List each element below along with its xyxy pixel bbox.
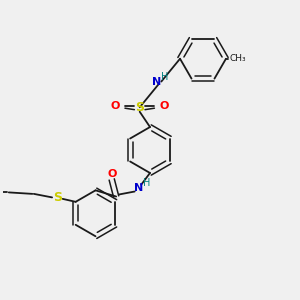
Text: H: H <box>161 71 169 82</box>
Text: H: H <box>143 178 150 188</box>
Text: O: O <box>159 101 169 111</box>
Text: S: S <box>53 191 62 204</box>
Text: O: O <box>107 169 116 178</box>
Text: N: N <box>152 76 161 86</box>
Text: N: N <box>134 183 143 193</box>
Text: O: O <box>111 101 120 111</box>
Text: CH₃: CH₃ <box>230 54 246 63</box>
Text: S: S <box>135 101 144 114</box>
